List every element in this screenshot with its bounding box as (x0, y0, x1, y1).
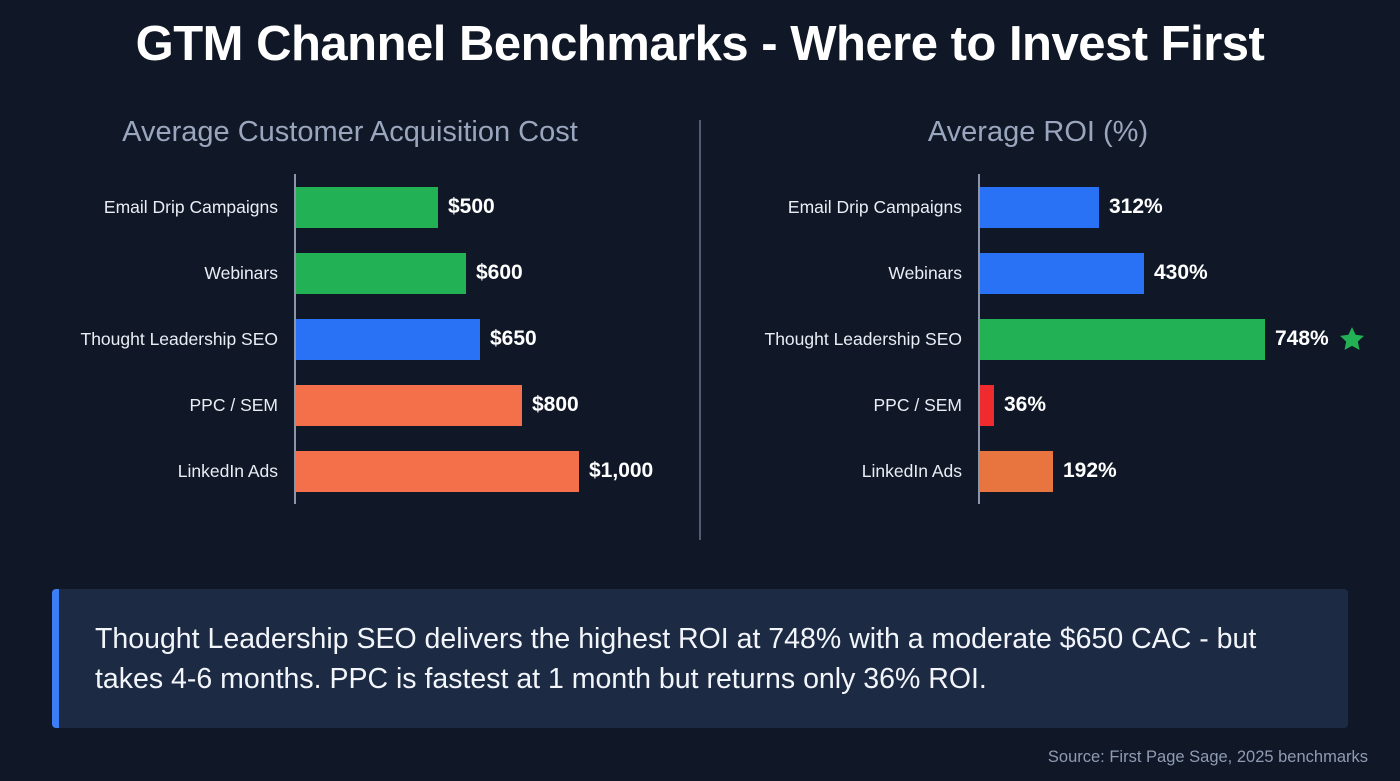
bar-value-text: 192% (1063, 459, 1117, 482)
bar[interactable] (980, 450, 1053, 492)
bar-category-label: PPC / SEM (189, 394, 279, 415)
bar-category-label: LinkedIn Ads (861, 460, 962, 481)
bar-value-label: $800 (532, 393, 579, 417)
bar-value-text: 312% (1109, 195, 1163, 218)
bar-container: 192% (980, 438, 1358, 504)
bar[interactable] (296, 384, 522, 426)
chart-cac: Email Drip Campaigns $500 Webinars $600 Thou… (30, 174, 670, 514)
bar-value-label: $500 (448, 195, 495, 219)
bar-row: Email Drip Campaigns 312% (718, 174, 1358, 240)
bar-value-text: $600 (476, 261, 523, 284)
source-note: Source: First Page Sage, 2025 benchmarks (1047, 748, 1368, 766)
bar[interactable] (980, 318, 1265, 360)
bar-value-label: 312% (1109, 195, 1163, 219)
bar-row: LinkedIn Ads 192% (718, 438, 1358, 504)
bar-value-label: 430% (1154, 261, 1208, 285)
insight-callout-text: Thought Leadership SEO delivers the high… (95, 622, 1257, 695)
bar[interactable] (980, 252, 1144, 294)
bar-container: $500 (296, 174, 670, 240)
bar[interactable] (980, 186, 1099, 228)
page-title: GTM Channel Benchmarks - Where to Invest… (135, 17, 1265, 71)
bar-category-label: Thought Leadership SEO (764, 328, 963, 349)
bar-container: 748% (980, 306, 1364, 372)
bar[interactable] (980, 384, 994, 426)
bar-row: Thought Leadership SEO $650 (30, 306, 670, 372)
star-icon (1338, 325, 1366, 353)
bar-value-text: 430% (1154, 261, 1208, 284)
bar-value-label: 748% (1275, 325, 1366, 353)
bar-container: 36% (980, 372, 1358, 438)
bar-category-label: LinkedIn Ads (177, 460, 278, 481)
bar-value-text: $500 (448, 195, 495, 218)
axis-line-roi (978, 174, 980, 504)
panel-divider (699, 120, 701, 540)
panel-cac: Average Customer Acquisition Cost Email … (30, 112, 670, 542)
axis-line-cac (294, 174, 296, 504)
bar-row: PPC / SEM 36% (718, 372, 1358, 438)
bar-rows-cac: Email Drip Campaigns $500 Webinars $600 Thou… (30, 174, 670, 504)
bar-row: Thought Leadership SEO 748% (718, 306, 1364, 372)
bar-category-label: Webinars (204, 262, 278, 283)
bar-container: 430% (980, 240, 1358, 306)
bar-rows-roi: Email Drip Campaigns 312% Webinars 430% Thou… (718, 174, 1364, 504)
bar-value-label: $600 (476, 261, 523, 285)
bar-container: $800 (296, 372, 670, 438)
bar-value-label: $650 (490, 327, 537, 351)
bar[interactable] (296, 450, 579, 492)
bar-row: Webinars $600 (30, 240, 670, 306)
bar-container: $600 (296, 240, 670, 306)
bar-value-text: 748% (1275, 327, 1329, 350)
bar-row: PPC / SEM $800 (30, 372, 670, 438)
bar-row: Webinars 430% (718, 240, 1358, 306)
bar-category-label: PPC / SEM (873, 394, 963, 415)
bar-container: 312% (980, 174, 1358, 240)
bar-value-label: $1,000 (589, 459, 653, 483)
panel-roi: Average ROI (%) Email Drip Campaigns 312%… (718, 112, 1364, 542)
bar-container: $1,000 (296, 438, 670, 504)
bar-value-label: 192% (1063, 459, 1117, 483)
bar-row: Email Drip Campaigns $500 (30, 174, 670, 240)
chart-title-roi: Average ROI (%) (927, 116, 1149, 148)
bar-value-text: $1,000 (589, 459, 654, 482)
bar-row: LinkedIn Ads $1,000 (30, 438, 670, 504)
bar-category-label: Webinars (888, 262, 962, 283)
bar[interactable] (296, 318, 480, 360)
bar[interactable] (296, 186, 438, 228)
bar-category-label: Email Drip Campaigns (787, 196, 962, 217)
insight-callout: Thought Leadership SEO delivers the high… (52, 589, 1348, 728)
bar-category-label: Email Drip Campaigns (103, 196, 278, 217)
chart-title-cac: Average Customer Acquisition Cost (122, 116, 578, 148)
bar-value-text: $800 (532, 393, 579, 416)
chart-roi: Email Drip Campaigns 312% Webinars 430% Thou… (718, 174, 1364, 514)
bar-value-label: 36% (1004, 393, 1046, 417)
bar-value-text: 36% (1004, 393, 1047, 416)
bar-category-label: Thought Leadership SEO (80, 328, 279, 349)
bar-value-text: $650 (490, 327, 537, 350)
bar[interactable] (296, 252, 466, 294)
bar-container: $650 (296, 306, 670, 372)
